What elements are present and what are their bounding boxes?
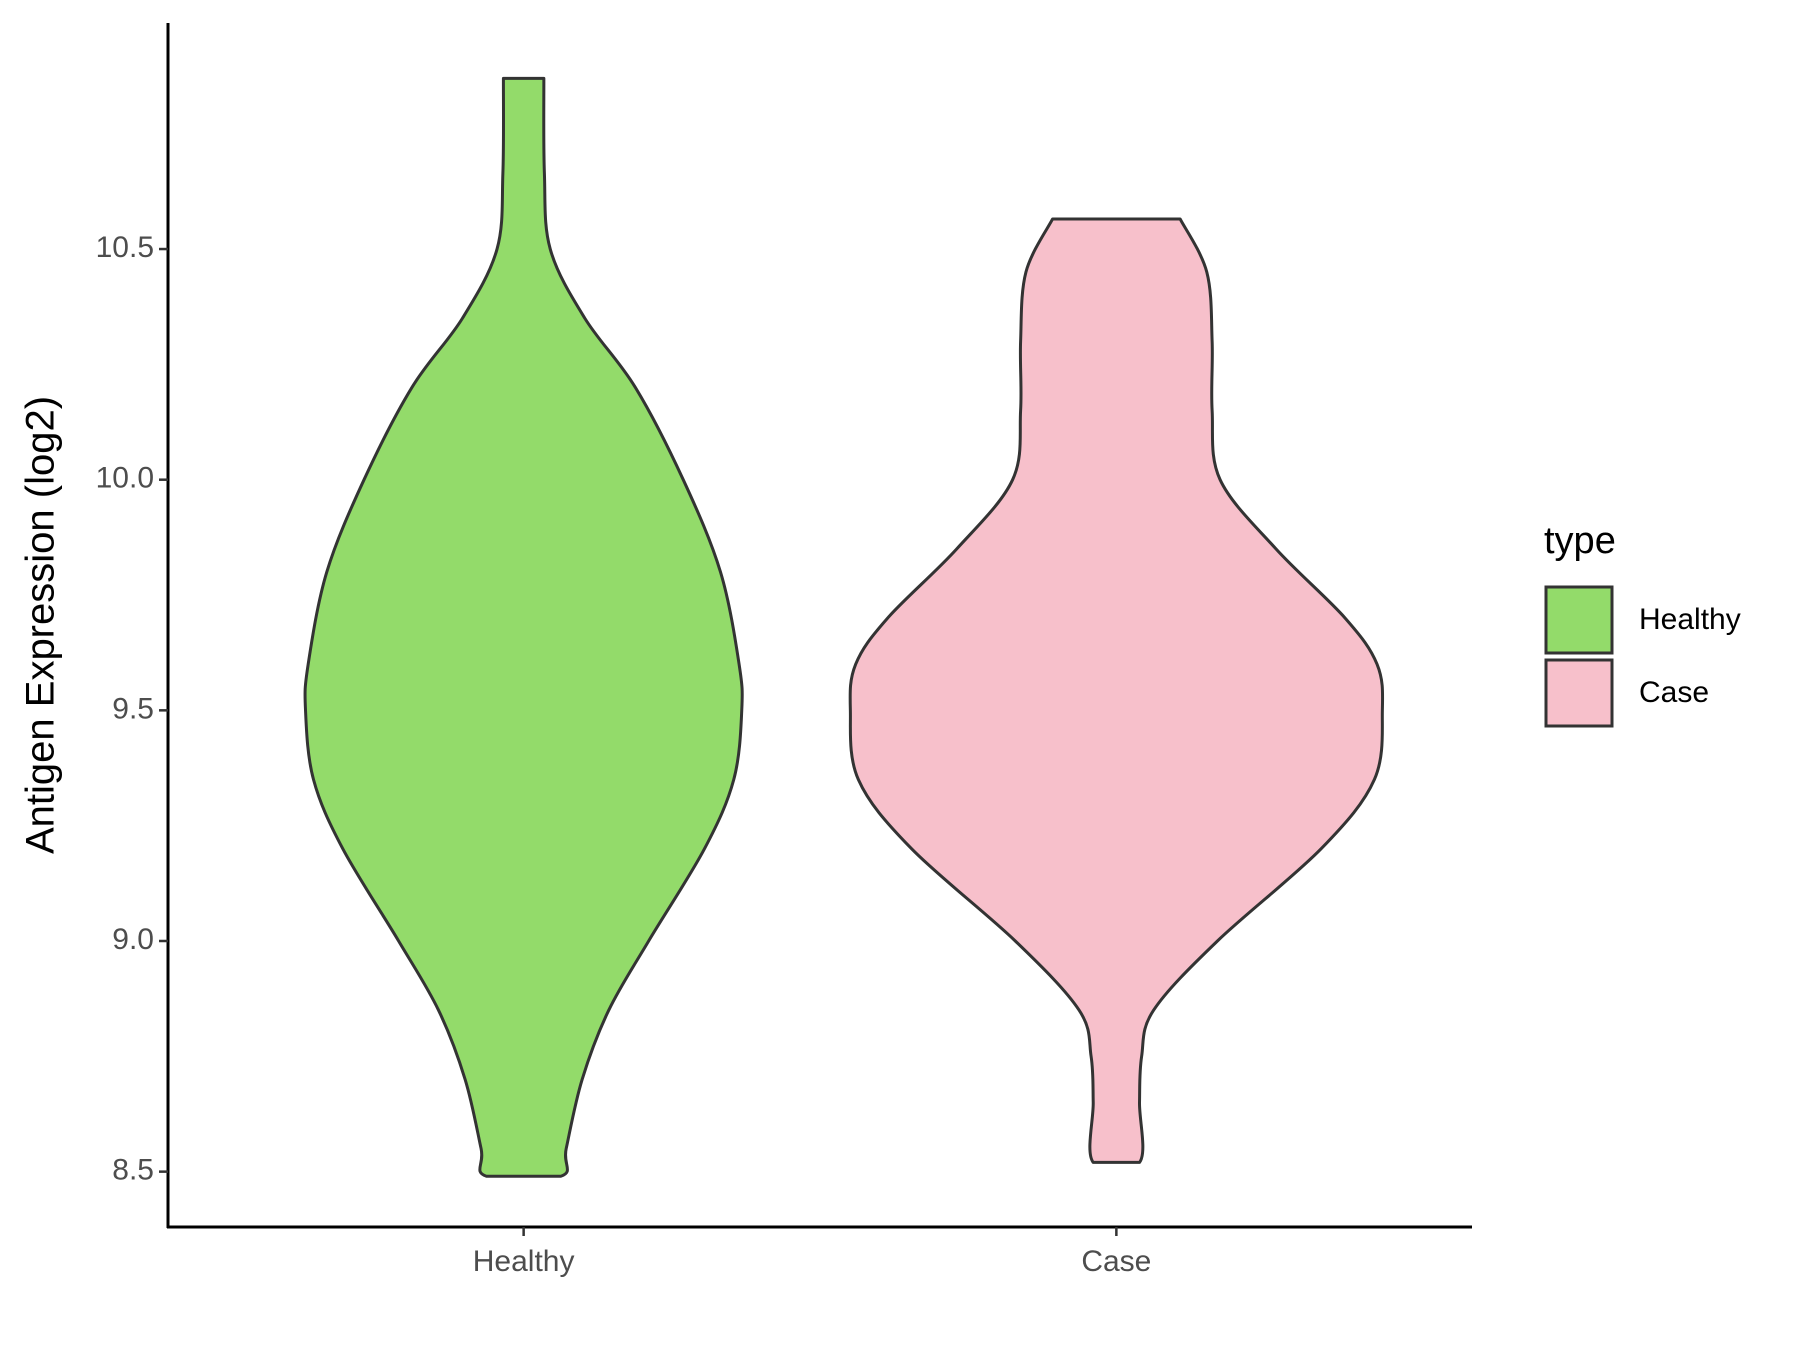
y-axis-title: Antigen Expression (log2) (19, 396, 63, 854)
y-tick-label: 8.5 (112, 1154, 154, 1187)
violin (303, 76, 744, 1178)
y-tick-label: 10.5 (96, 231, 154, 264)
x-tick-label: Case (1081, 1245, 1151, 1278)
legend-label: Case (1639, 676, 1709, 709)
legend-key (1544, 585, 1614, 655)
y-tick-label: 10.0 (96, 462, 154, 495)
y-tick-label: 9.5 (112, 692, 154, 725)
violin (848, 217, 1385, 1164)
y-tick-label: 9.0 (112, 923, 154, 956)
x-tick-label: Healthy (473, 1245, 575, 1278)
legend-label: Healthy (1639, 603, 1741, 636)
legend-title: type (1544, 520, 1616, 562)
legend-key (1544, 658, 1614, 728)
